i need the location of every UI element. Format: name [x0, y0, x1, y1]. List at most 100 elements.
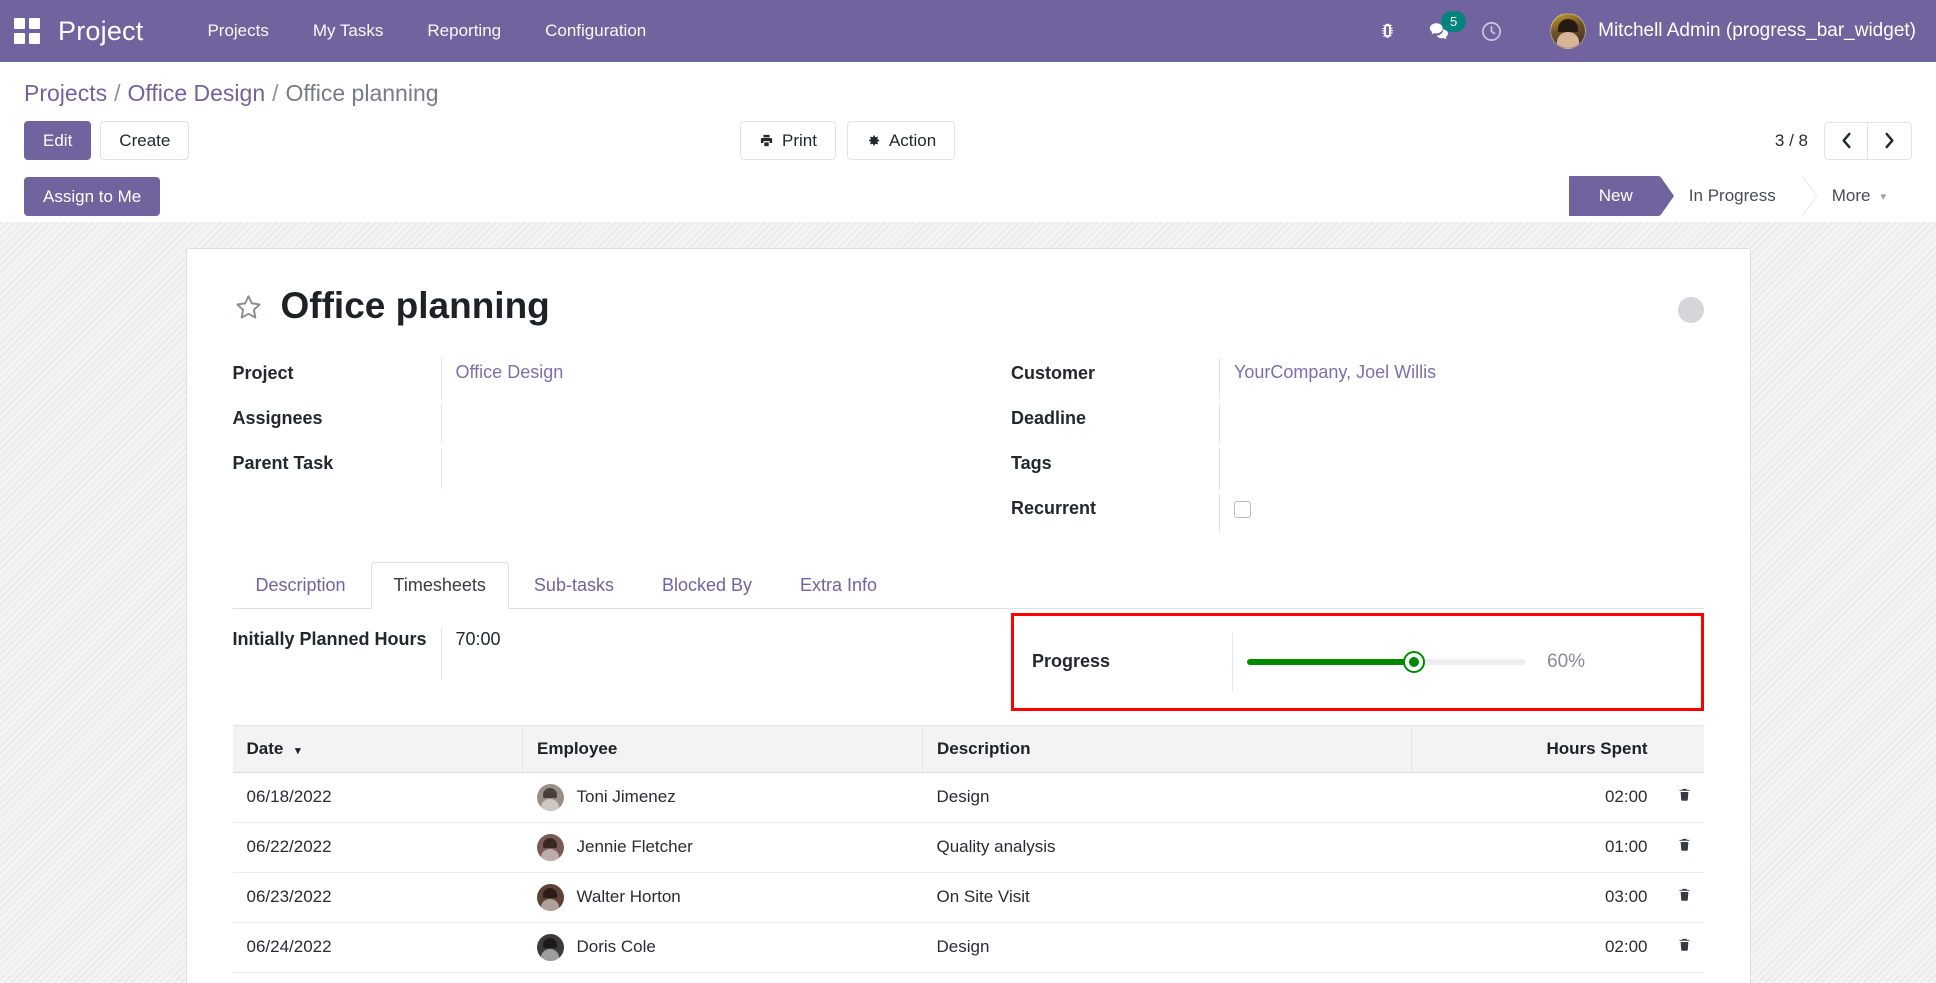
action-button[interactable]: Action	[846, 121, 956, 161]
timesheet-table-body: 06/18/2022 Toni Jimenez Design 02:00 06/22/2…	[232, 772, 1704, 983]
pager: 3 / 8	[1774, 121, 1912, 160]
breadcrumb-item-projects[interactable]: Projects	[24, 80, 108, 106]
tab-description[interactable]: Description	[255, 574, 346, 595]
clock-icon[interactable]	[1478, 18, 1504, 44]
stage-more[interactable]: More ▾	[1801, 176, 1912, 217]
print-button[interactable]: Print	[740, 121, 836, 161]
column-header-description[interactable]: Description	[922, 724, 1412, 773]
pager-count[interactable]: 3 / 8	[1774, 130, 1808, 150]
field-customer-label: Customer	[1011, 362, 1096, 383]
field-parent-task-value[interactable]	[440, 447, 926, 489]
table-row[interactable]: 06/24/2022 Doris Cole Design 02:00	[232, 922, 1704, 973]
form-column-left: Project Office Design Assignees Parent T…	[232, 357, 926, 538]
avatar	[1550, 13, 1587, 49]
cell-delete	[1661, 872, 1704, 923]
column-header-date[interactable]: Date ▾	[232, 724, 523, 773]
employee-avatar	[536, 883, 564, 911]
tab-timesheets[interactable]: Timesheets	[370, 561, 509, 609]
field-project-label: Project	[232, 362, 294, 383]
messages-icon[interactable]: 5	[1426, 11, 1467, 44]
menu-item-configuration[interactable]: Configuration	[545, 21, 647, 40]
stage-new[interactable]: New	[1568, 176, 1674, 217]
table-row[interactable]: 06/23/2022 Walter Horton On Site Visit 03:0…	[232, 872, 1704, 923]
user-menu[interactable]: Mitchell Admin (progress_bar_widget)	[1550, 13, 1916, 49]
pager-next-button[interactable]	[1868, 121, 1912, 160]
timesheet-summary: Initially Planned Hours 70:00 Progress 6…	[233, 609, 1704, 719]
top-navbar: Project Projects My Tasks Reporting Conf…	[0, 0, 1936, 62]
field-recurrent-value	[1219, 492, 1704, 534]
table-row[interactable]: 06/22/2022 Jennie Fletcher Quality analysi…	[232, 822, 1704, 873]
cell-description: Design	[922, 772, 1412, 823]
record-actions: Edit Create	[24, 121, 190, 161]
stage-in-progress[interactable]: In Progress	[1658, 176, 1817, 217]
bug-icon[interactable]	[1374, 18, 1400, 44]
progress-slider-thumb[interactable]	[1404, 652, 1423, 671]
trash-icon[interactable]	[1677, 887, 1692, 902]
breadcrumb-item-office-design[interactable]: Office Design	[127, 80, 266, 106]
field-customer: Customer YourCompany, Joel Willis	[1011, 357, 1704, 403]
field-project-value[interactable]: Office Design	[440, 357, 926, 399]
stage-more-label: More	[1831, 186, 1871, 206]
breadcrumb: Projects / Office Design / Office planni…	[0, 62, 1936, 113]
main-menu: Projects My Tasks Reporting Configuratio…	[185, 11, 668, 51]
edit-button[interactable]: Edit	[24, 121, 92, 161]
form-column-right: Customer YourCompany, Joel Willis Deadli…	[1011, 357, 1704, 538]
field-assignees-value[interactable]	[440, 402, 926, 444]
record-header: Office planning	[233, 279, 1704, 346]
field-recurrent: Recurrent	[1011, 492, 1704, 538]
center-actions: Print Action	[740, 121, 956, 161]
timesheet-table: Date ▾ Employee Description Hours Spent …	[232, 724, 1704, 983]
chevron-left-icon	[1841, 132, 1851, 149]
pager-previous-button[interactable]	[1824, 121, 1868, 160]
star-outline-icon[interactable]	[233, 292, 264, 323]
cell-description: Call	[922, 972, 1412, 983]
apps-grid-icon[interactable]	[14, 18, 40, 44]
tab-extra-info[interactable]: Extra Info	[800, 574, 878, 595]
menu-item-projects[interactable]: Projects	[207, 21, 269, 40]
field-recurrent-label: Recurrent	[1011, 497, 1097, 518]
trash-icon[interactable]	[1677, 787, 1692, 802]
menu-item-reporting[interactable]: Reporting	[427, 21, 502, 40]
notebook-tabs: Description Timesheets Sub-tasks Blocked…	[232, 561, 1704, 609]
menu-item-my-tasks[interactable]: My Tasks	[312, 21, 384, 40]
recurrent-checkbox[interactable]	[1234, 500, 1251, 518]
breadcrumb-item-current: Office planning	[285, 80, 439, 106]
tab-blocked-by[interactable]: Blocked By	[661, 574, 753, 595]
chevron-down-icon: ▾	[1880, 190, 1886, 203]
field-initially-planned-hours-value[interactable]: 70:00	[440, 626, 926, 680]
kanban-state-dot[interactable]	[1677, 297, 1704, 324]
tab-sub-tasks[interactable]: Sub-tasks	[533, 574, 614, 595]
table-row[interactable]: 06/18/2022 Toni Jimenez Design 02:00	[232, 772, 1704, 823]
assign-to-me-button[interactable]: Assign to Me	[24, 176, 161, 216]
field-customer-value[interactable]: YourCompany, Joel Willis	[1219, 357, 1704, 399]
messages-badge: 5	[1441, 11, 1467, 32]
cell-hours-spent: 02:00	[1411, 972, 1662, 983]
cell-description: On Site Visit	[922, 872, 1412, 923]
app-brand-title[interactable]: Project	[58, 15, 144, 46]
progress-bar-widget: 60%	[1232, 632, 1687, 691]
cell-delete	[1661, 972, 1704, 983]
column-header-hours-spent[interactable]: Hours Spent	[1411, 724, 1662, 773]
progress-slider-fill	[1247, 658, 1414, 665]
user-name-label: Mitchell Admin (progress_bar_widget)	[1598, 20, 1916, 41]
field-initially-planned-hours: Initially Planned Hours 70:00	[233, 626, 926, 680]
trash-icon[interactable]	[1677, 937, 1692, 952]
stage-statusbar: New In Progress More ▾	[1568, 176, 1912, 217]
column-header-employee[interactable]: Employee	[522, 724, 923, 773]
field-tags-value[interactable]	[1219, 447, 1704, 489]
print-button-label: Print	[782, 131, 817, 150]
cell-date: 06/18/2022	[232, 772, 523, 823]
cell-delete	[1661, 772, 1704, 823]
field-assignees: Assignees	[233, 402, 926, 448]
trash-icon[interactable]	[1677, 837, 1692, 852]
sheet-background: Office planning Project Office Design As…	[0, 222, 1936, 983]
table-row[interactable]: 06/25/2022Ronnie HartCall02:00	[232, 972, 1704, 983]
employee-avatar	[536, 783, 564, 811]
create-button[interactable]: Create	[100, 121, 190, 161]
progress-slider[interactable]	[1247, 652, 1525, 671]
control-panel: Edit Create Print Action 3 / 8	[0, 113, 1936, 171]
field-tags: Tags	[1011, 447, 1704, 493]
field-deadline-value[interactable]	[1219, 402, 1704, 444]
breadcrumb-separator-2: /	[272, 80, 279, 106]
cell-date: 06/22/2022	[232, 822, 523, 873]
